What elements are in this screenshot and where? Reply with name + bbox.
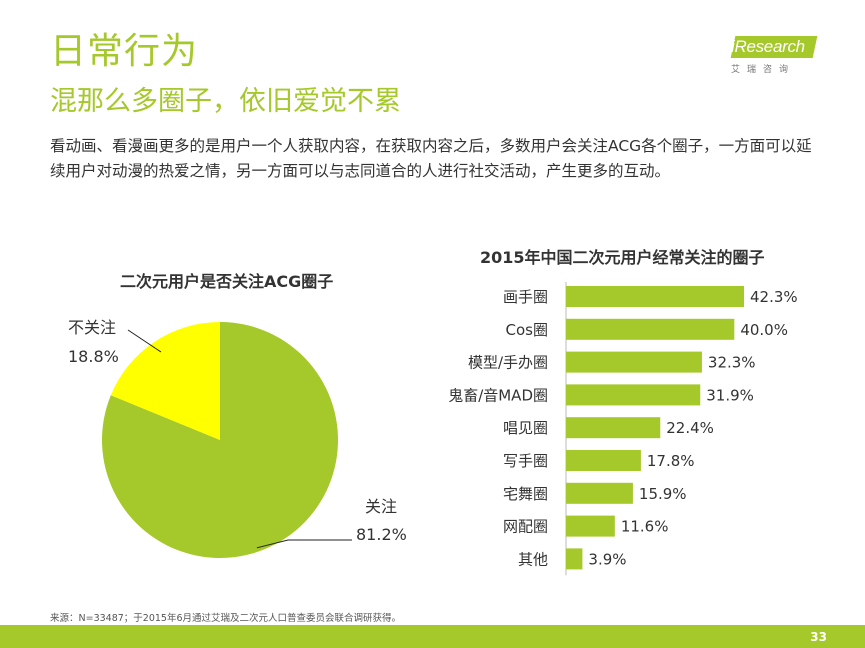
- logo-name: iResearch: [731, 37, 805, 56]
- bar-2: [566, 351, 702, 373]
- bar-value-label-7: 11.6%: [621, 518, 669, 536]
- bar-category-label-8: 其他: [518, 550, 548, 568]
- bar-category-label-5: 写手圈: [503, 452, 548, 470]
- source-note: 来源：N=33487；于2015年6月通过艾瑞及二次元人口普查委员会联合调研获得…: [50, 613, 402, 624]
- bar-value-label-2: 32.3%: [708, 354, 756, 372]
- pie-label-0: 关注: [365, 497, 397, 516]
- logo-subtitle: 艾瑞咨询: [731, 65, 796, 75]
- bar-7: [566, 515, 615, 537]
- bar-1: [566, 318, 735, 340]
- page-title: 日常行为: [50, 31, 199, 72]
- pie-chart-title: 二次元用户是否关注ACG圈子: [120, 272, 334, 291]
- bar-chart-title: 2015年中国二次元用户经常关注的圈子: [480, 248, 765, 267]
- pie-value-label-0: 81.2%: [356, 525, 407, 544]
- bar-value-label-6: 15.9%: [639, 485, 687, 503]
- pie-label-1: 不关注: [68, 318, 116, 337]
- bar-4: [566, 417, 661, 439]
- iresearch-logo: iResearch 艾瑞咨询: [725, 30, 820, 80]
- pie-slice-0: [102, 322, 339, 559]
- bar-6: [566, 482, 633, 504]
- bar-category-label-1: Cos圈: [506, 321, 548, 339]
- page-description: 看动画、看漫画更多的是用户一个人获取内容，在获取内容之后，多数用户会关注ACG各…: [50, 137, 812, 180]
- pie-leader-line-0: [256, 539, 352, 549]
- bar-value-label-8: 3.9%: [588, 550, 626, 568]
- bar-value-label-0: 42.3%: [750, 288, 798, 306]
- bar-0: [566, 286, 744, 307]
- bar-category-label-7: 网配圈: [503, 518, 548, 536]
- bar-3: [566, 384, 701, 406]
- bar-value-label-1: 40.0%: [740, 321, 788, 339]
- pie-leader-line-1: [127, 329, 162, 353]
- bar-category-label-0: 画手圈: [503, 288, 548, 306]
- bar-value-label-4: 22.4%: [666, 419, 714, 437]
- bar-category-label-6: 宅舞圈: [503, 485, 548, 503]
- bar-5: [566, 450, 641, 471]
- bar-value-label-3: 31.9%: [706, 386, 754, 404]
- bar-8: [566, 548, 583, 570]
- bar-category-label-4: 唱见圈: [503, 419, 548, 437]
- pie-value-label-1: 18.8%: [68, 347, 119, 366]
- bar-category-label-3: 鬼畜/音MAD圈: [448, 386, 548, 404]
- bar-value-label-5: 17.8%: [647, 452, 695, 470]
- pie-slice-1: [110, 322, 220, 440]
- footer-bar: [0, 625, 865, 648]
- bar-category-label-2: 模型/手办圈: [468, 354, 548, 372]
- page-subtitle: 混那么多圈子，依旧爱觉不累: [50, 86, 401, 117]
- page-number: 33: [810, 630, 827, 644]
